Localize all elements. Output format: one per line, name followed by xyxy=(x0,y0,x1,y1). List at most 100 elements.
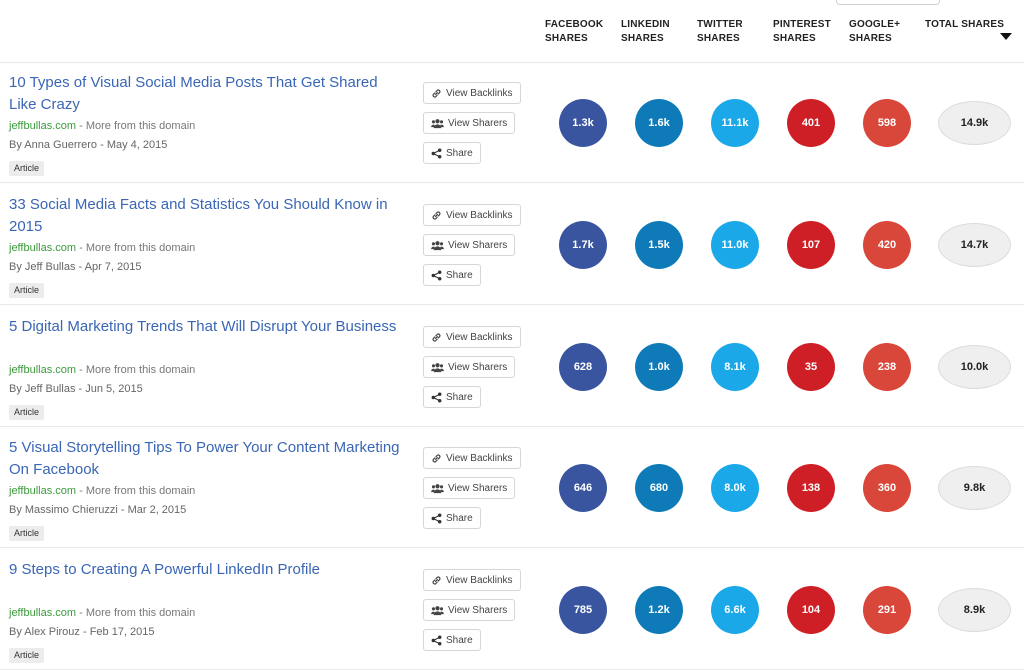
article-row: 9 Steps to Creating A Powerful LinkedIn … xyxy=(0,549,1024,670)
more-from-domain-link[interactable]: - More from this domain xyxy=(76,120,196,132)
article-source: jeffbullas.com - More from this domain xyxy=(9,364,195,376)
view-backlinks-button[interactable]: View Backlinks xyxy=(423,326,521,348)
view-sharers-button[interactable]: View Sharers xyxy=(423,112,516,134)
col-pinterest-shares[interactable]: PINTEREST SHARES xyxy=(773,19,831,44)
table-header: FACEBOOK SHARES LINKEDIN SHARES TWITTER SHA… xyxy=(0,0,1024,63)
view-sharers-button[interactable]: View Sharers xyxy=(423,234,516,256)
content-type-badge: Article xyxy=(9,283,45,298)
article-domain-link[interactable]: jeffbullas.com xyxy=(9,485,77,497)
view-backlinks-button[interactable]: View Backlinks xyxy=(423,82,521,104)
share-button[interactable]: Share xyxy=(423,142,481,164)
col-googleplus-shares[interactable]: GOOGLE+ SHARES xyxy=(849,19,901,44)
share-icon xyxy=(431,270,442,281)
pinterest-shares-count[interactable]: 35 xyxy=(787,343,835,391)
share-icon xyxy=(431,635,442,646)
googleplus-shares-count[interactable]: 360 xyxy=(863,464,911,512)
share-label: Share xyxy=(446,269,473,281)
view-backlinks-label: View Backlinks xyxy=(446,574,513,586)
view-backlinks-label: View Backlinks xyxy=(446,331,513,343)
article-title-link[interactable]: 5 Visual Storytelling Tips To Power Your… xyxy=(9,439,400,478)
content-type-badge: Article xyxy=(9,648,45,663)
linkedin-shares-count[interactable]: 1.0k xyxy=(635,343,683,391)
pinterest-shares-count[interactable]: 107 xyxy=(787,221,835,269)
article-byline: By Massimo Chieruzzi - Mar 2, 2015 xyxy=(9,504,187,516)
facebook-shares-count[interactable]: 1.7k xyxy=(559,221,607,269)
share-button[interactable]: Share xyxy=(423,386,481,408)
content-type-badge: Article xyxy=(9,405,45,420)
article-domain-link[interactable]: jeffbullas.com xyxy=(9,120,77,132)
article-source: jeffbullas.com - More from this domain xyxy=(9,120,195,132)
article-domain-link[interactable]: jeffbullas.com xyxy=(9,242,77,254)
article-row: 5 Digital Marketing Trends That Will Dis… xyxy=(0,306,1024,427)
article-row: 5 Visual Storytelling Tips To Power Your… xyxy=(0,427,1024,548)
view-sharers-button[interactable]: View Sharers xyxy=(423,477,516,499)
twitter-shares-count[interactable]: 8.0k xyxy=(711,464,759,512)
link-icon xyxy=(431,453,442,464)
col-twitter-shares[interactable]: TWITTER SHARES xyxy=(697,19,743,44)
twitter-shares-count[interactable]: 6.6k xyxy=(711,586,759,634)
facebook-shares-count[interactable]: 646 xyxy=(559,464,607,512)
article-row: 33 Social Media Facts and Statistics You… xyxy=(0,184,1024,305)
view-sharers-label: View Sharers xyxy=(448,361,508,373)
view-sharers-label: View Sharers xyxy=(448,604,508,616)
users-icon xyxy=(431,240,444,251)
facebook-shares-count[interactable]: 1.3k xyxy=(559,99,607,147)
col-total-shares[interactable]: TOTAL SHARES xyxy=(925,19,1005,30)
pinterest-shares-count[interactable]: 401 xyxy=(787,99,835,147)
share-button[interactable]: Share xyxy=(423,507,481,529)
pinterest-shares-count[interactable]: 138 xyxy=(787,464,835,512)
view-sharers-label: View Sharers xyxy=(448,239,508,251)
link-icon xyxy=(431,332,442,343)
share-icon xyxy=(431,148,442,159)
article-domain-link[interactable]: jeffbullas.com xyxy=(9,364,77,376)
pinterest-shares-count[interactable]: 104 xyxy=(787,586,835,634)
linkedin-shares-count[interactable]: 680 xyxy=(635,464,683,512)
article-title-link[interactable]: 9 Steps to Creating A Powerful LinkedIn … xyxy=(9,561,321,578)
total-shares-count: 9.8k xyxy=(938,466,1011,510)
linkedin-shares-count[interactable]: 1.2k xyxy=(635,586,683,634)
more-from-domain-link[interactable]: - More from this domain xyxy=(76,485,196,497)
caret-down-icon[interactable] xyxy=(1000,33,1012,40)
linkedin-shares-count[interactable]: 1.5k xyxy=(635,221,683,269)
twitter-shares-count[interactable]: 11.1k xyxy=(711,99,759,147)
googleplus-shares-count[interactable]: 291 xyxy=(863,586,911,634)
col-linkedin-shares[interactable]: LINKEDIN SHARES xyxy=(621,19,670,44)
googleplus-shares-count[interactable]: 598 xyxy=(863,99,911,147)
view-sharers-button[interactable]: View Sharers xyxy=(423,599,516,621)
article-source: jeffbullas.com - More from this domain xyxy=(9,485,195,497)
article-byline: By Anna Guerrero - May 4, 2015 xyxy=(9,139,168,151)
linkedin-shares-count[interactable]: 1.6k xyxy=(635,99,683,147)
view-sharers-button[interactable]: View Sharers xyxy=(423,356,516,378)
googleplus-shares-count[interactable]: 420 xyxy=(863,221,911,269)
more-from-domain-link[interactable]: - More from this domain xyxy=(76,607,196,619)
article-title-link[interactable]: 10 Types of Visual Social Media Posts Th… xyxy=(9,74,378,113)
facebook-shares-count[interactable]: 785 xyxy=(559,586,607,634)
view-backlinks-button[interactable]: View Backlinks xyxy=(423,447,521,469)
article-source: jeffbullas.com - More from this domain xyxy=(9,242,195,254)
view-sharers-label: View Sharers xyxy=(448,482,508,494)
article-title-link[interactable]: 5 Digital Marketing Trends That Will Dis… xyxy=(9,318,397,335)
share-button[interactable]: Share xyxy=(423,629,481,651)
more-from-domain-link[interactable]: - More from this domain xyxy=(76,364,196,376)
col-facebook-shares[interactable]: FACEBOOK SHARES xyxy=(545,19,604,44)
content-type-badge: Article xyxy=(9,526,45,541)
view-backlinks-button[interactable]: View Backlinks xyxy=(423,204,521,226)
content-type-badge: Article xyxy=(9,161,45,176)
top-control-edge[interactable] xyxy=(836,0,940,5)
article-row: 10 Types of Visual Social Media Posts Th… xyxy=(0,62,1024,183)
share-icon xyxy=(431,392,442,403)
view-backlinks-button[interactable]: View Backlinks xyxy=(423,569,521,591)
facebook-shares-count[interactable]: 628 xyxy=(559,343,607,391)
more-from-domain-link[interactable]: - More from this domain xyxy=(76,242,196,254)
total-shares-count: 10.0k xyxy=(938,345,1011,389)
twitter-shares-count[interactable]: 8.1k xyxy=(711,343,759,391)
article-domain-link[interactable]: jeffbullas.com xyxy=(9,607,77,619)
article-byline: By Jeff Bullas - Jun 5, 2015 xyxy=(9,383,143,395)
article-title-link[interactable]: 33 Social Media Facts and Statistics You… xyxy=(9,196,388,235)
total-shares-count: 14.7k xyxy=(938,223,1011,267)
googleplus-shares-count[interactable]: 238 xyxy=(863,343,911,391)
share-button[interactable]: Share xyxy=(423,264,481,286)
total-shares-count: 14.9k xyxy=(938,101,1011,145)
share-label: Share xyxy=(446,634,473,646)
twitter-shares-count[interactable]: 11.0k xyxy=(711,221,759,269)
